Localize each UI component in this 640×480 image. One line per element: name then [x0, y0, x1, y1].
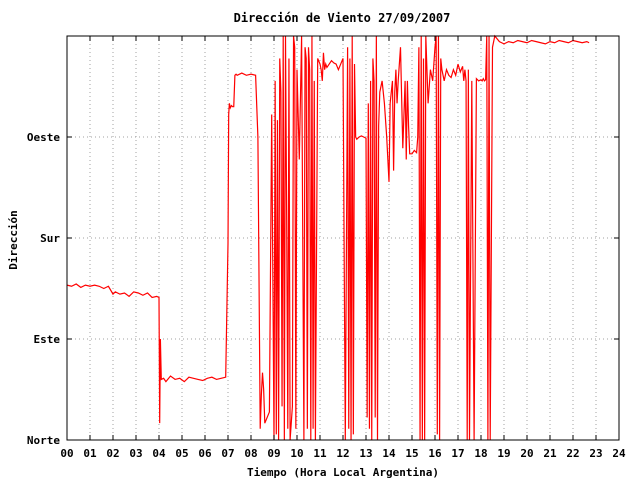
y-tick-label: Este [34, 333, 61, 346]
x-tick-label: 04 [152, 447, 166, 460]
x-tick-label: 24 [612, 447, 626, 460]
x-tick-label: 00 [60, 447, 73, 460]
x-tick-label: 13 [359, 447, 372, 460]
series-layer [66, 34, 590, 441]
x-tick-label: 14 [382, 447, 396, 460]
x-tick-label: 09 [267, 447, 280, 460]
x-tick-label: 10 [290, 447, 303, 460]
x-tick-label: 18 [474, 447, 487, 460]
x-tick-label: 03 [129, 447, 142, 460]
x-tick-label: 05 [175, 447, 188, 460]
x-tick-label: 21 [543, 447, 557, 460]
x-tick-label: 23 [589, 447, 602, 460]
x-tick-label: 02 [106, 447, 119, 460]
x-tick-label: 06 [198, 447, 212, 460]
x-tick-label: 11 [313, 447, 327, 460]
chart-title: Dirección de Viento 27/09/2007 [234, 11, 451, 25]
x-tick-label: 22 [566, 447, 579, 460]
y-tick-label: Norte [27, 434, 60, 447]
x-axis-ticks: 00 01 02 03 04 05 06 07 08 09 10 11 12 13 14 15 16 17 18 19… [60, 36, 626, 460]
x-tick-label: 08 [244, 447, 257, 460]
x-tick-label: 19 [497, 447, 510, 460]
x-tick-label: 16 [428, 447, 442, 460]
y-axis-ticks: Norte Este Sur Oeste [27, 131, 619, 447]
x-tick-label: 20 [520, 447, 533, 460]
x-tick-label: 15 [405, 447, 418, 460]
x-tick-label: 07 [221, 447, 234, 460]
y-tick-label: Oeste [27, 131, 60, 144]
x-axis-label: Tiempo (Hora Local Argentina) [247, 466, 439, 479]
x-tick-label: 01 [83, 447, 97, 460]
x-tick-label: 12 [336, 447, 349, 460]
y-tick-label: Sur [40, 232, 60, 245]
y-axis-label: Dirección [7, 210, 20, 270]
series-line-0 [66, 34, 590, 441]
x-tick-label: 17 [451, 447, 464, 460]
